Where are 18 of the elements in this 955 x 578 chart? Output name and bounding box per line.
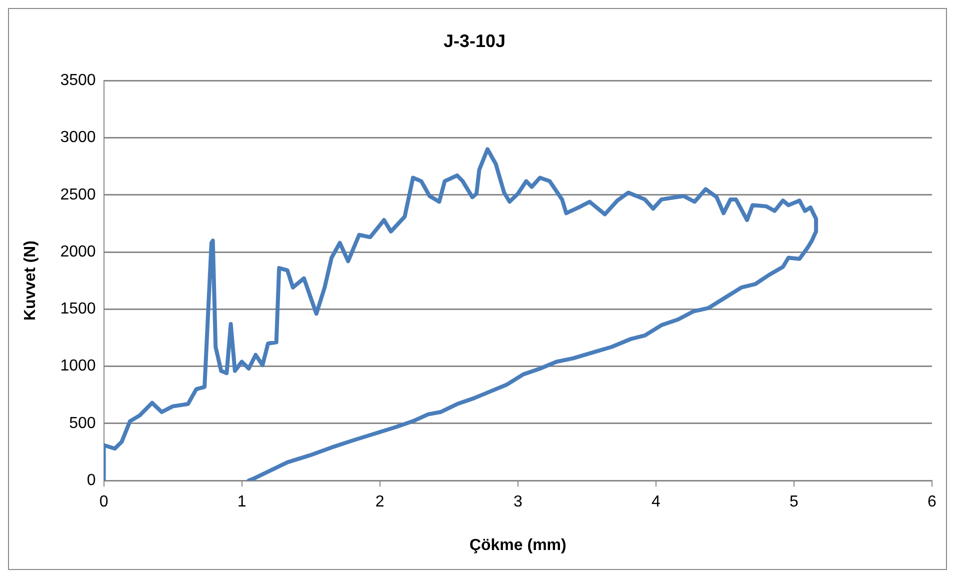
x-tick-label: 1 <box>237 494 246 511</box>
x-tick-label: 2 <box>375 494 384 511</box>
y-axis-title: Kuvvet (N) <box>22 240 40 321</box>
x-tick-label: 6 <box>928 494 937 511</box>
x-tick-label: 5 <box>790 494 799 511</box>
y-tick-label: 1000 <box>60 358 96 375</box>
y-tick-label: 3500 <box>60 72 96 90</box>
chart-title: J-3-10J <box>443 30 506 51</box>
x-axis-title: Çökme (mm) <box>469 536 566 554</box>
x-tick-label: 4 <box>651 494 660 511</box>
y-tick-label: 1500 <box>60 300 96 318</box>
y-tick-label: 2500 <box>60 186 96 204</box>
y-tick-label: 0 <box>86 472 96 490</box>
x-tick-label: 0 <box>99 494 108 511</box>
y-tick-label: 2000 <box>60 243 96 260</box>
x-tick-label: 3 <box>513 494 522 511</box>
y-tick-label: 3000 <box>60 129 96 146</box>
y-tick-label: 500 <box>69 414 96 432</box>
